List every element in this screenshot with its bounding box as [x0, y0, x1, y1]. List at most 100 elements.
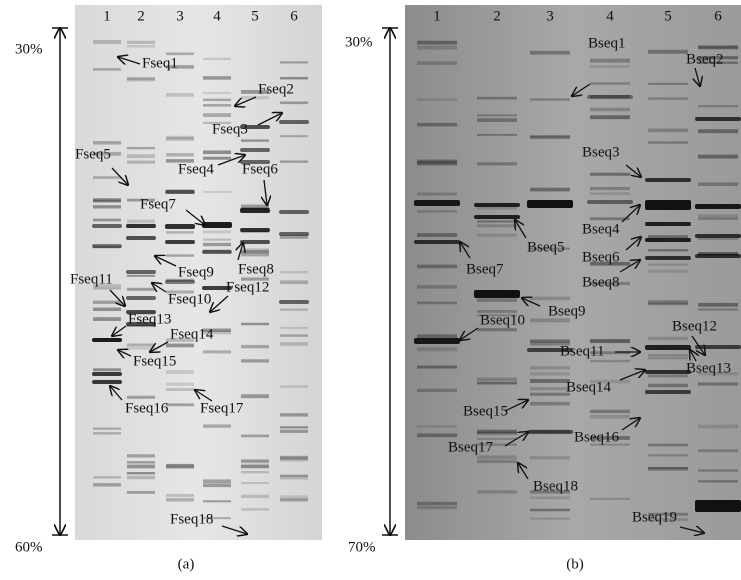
- band: [477, 309, 517, 313]
- band: [530, 508, 570, 512]
- band: [477, 381, 517, 385]
- band: [417, 433, 457, 438]
- band: [241, 461, 269, 464]
- band: [590, 443, 630, 446]
- band: [648, 49, 688, 54]
- band: [645, 222, 691, 226]
- arrow: [515, 220, 527, 239]
- band: [127, 77, 155, 82]
- band: [698, 372, 738, 376]
- band: [530, 379, 570, 383]
- lane-number: 2: [493, 8, 501, 24]
- band: [698, 237, 738, 240]
- band: [93, 368, 121, 372]
- band: [648, 249, 688, 252]
- band: [698, 45, 738, 50]
- band: [241, 139, 269, 142]
- band: [127, 454, 155, 458]
- band-label: Fseq4: [178, 161, 214, 177]
- band: [93, 287, 121, 290]
- arrow: [691, 335, 705, 355]
- band: [203, 104, 231, 107]
- band: [279, 232, 309, 236]
- band: [698, 469, 738, 472]
- band: [280, 101, 308, 105]
- band: [417, 334, 457, 339]
- band: [280, 426, 308, 429]
- band: [648, 235, 688, 239]
- band: [203, 98, 231, 102]
- band: [166, 370, 194, 374]
- band: [590, 58, 630, 63]
- band: [590, 414, 630, 419]
- band: [280, 76, 308, 80]
- band: [280, 385, 308, 388]
- arrow: [195, 390, 213, 402]
- band: [698, 105, 738, 108]
- band: [695, 234, 741, 238]
- band: [241, 394, 269, 399]
- band-label: Bseq15: [463, 403, 508, 419]
- band-label: Bseq1: [588, 35, 626, 51]
- band: [92, 244, 122, 248]
- band: [648, 454, 688, 457]
- arrow: [619, 370, 645, 381]
- band: [203, 156, 231, 160]
- band: [530, 50, 570, 55]
- band: [241, 508, 269, 511]
- band: [648, 383, 688, 388]
- band: [530, 401, 570, 406]
- band: [590, 409, 630, 414]
- band: [590, 497, 630, 500]
- band: [203, 517, 231, 520]
- band: [698, 308, 738, 311]
- lane-number: 4: [213, 8, 221, 24]
- arrow: [625, 164, 641, 177]
- band-label: Fseq18: [170, 511, 213, 527]
- band: [477, 96, 517, 100]
- arrow: [572, 83, 591, 96]
- band: [126, 270, 156, 274]
- band: [203, 57, 231, 61]
- band: [93, 432, 121, 435]
- band: [590, 351, 630, 355]
- lane-number: 3: [176, 8, 184, 24]
- band: [93, 218, 121, 222]
- lane-number: 1: [433, 8, 441, 24]
- band: [477, 443, 517, 446]
- band: [698, 182, 738, 186]
- band: [477, 162, 517, 166]
- band: [166, 137, 194, 141]
- band: [590, 94, 630, 99]
- arrow: [235, 96, 257, 106]
- band: [241, 470, 269, 474]
- gel-b: [405, 5, 741, 540]
- band: [127, 490, 155, 494]
- band: [648, 512, 688, 516]
- band: [93, 198, 121, 202]
- band: [417, 425, 457, 428]
- lane-number: 4: [606, 8, 614, 24]
- arrow: [264, 179, 267, 205]
- arrow: [185, 209, 205, 225]
- arrow: [155, 256, 177, 267]
- band: [698, 129, 738, 134]
- band: [530, 342, 570, 346]
- band: [477, 114, 517, 117]
- band: [477, 133, 517, 136]
- band: [527, 430, 573, 434]
- band: [127, 40, 155, 44]
- band-label: Bseq5: [527, 239, 565, 255]
- band: [695, 500, 741, 512]
- band: [203, 483, 231, 488]
- band: [166, 290, 194, 294]
- band: [127, 77, 155, 81]
- arrow: [257, 113, 282, 126]
- scale-bottom: 60%: [15, 539, 43, 555]
- band: [166, 388, 194, 391]
- band: [203, 350, 231, 354]
- arrow: [522, 298, 541, 307]
- band: [203, 230, 231, 234]
- band: [698, 252, 738, 256]
- band: [127, 343, 155, 346]
